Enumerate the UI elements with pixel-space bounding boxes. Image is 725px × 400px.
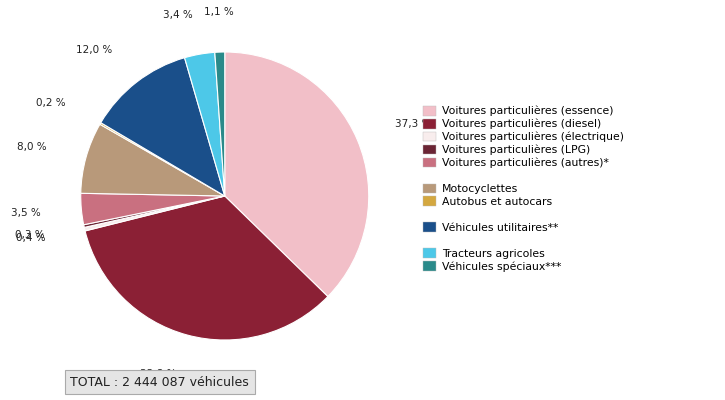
Wedge shape [225, 52, 369, 296]
Text: 3,5 %: 3,5 % [12, 208, 41, 218]
Wedge shape [85, 196, 328, 340]
Wedge shape [215, 52, 225, 196]
Wedge shape [80, 193, 225, 225]
Wedge shape [100, 123, 225, 196]
Wedge shape [84, 196, 225, 231]
Legend: Voitures particulières (essence), Voitures particulières (diesel), Voitures part: Voitures particulières (essence), Voitur… [423, 106, 624, 272]
Text: 0,2 %: 0,2 % [36, 98, 65, 108]
Text: 3,4 %: 3,4 % [162, 10, 193, 20]
Wedge shape [101, 58, 225, 196]
Text: TOTAL : 2 444 087 véhicules: TOTAL : 2 444 087 véhicules [70, 376, 249, 388]
Text: 0,3 %: 0,3 % [15, 230, 44, 240]
Text: 0,4 %: 0,4 % [16, 234, 46, 244]
Text: 12,0 %: 12,0 % [75, 45, 112, 55]
Text: 8,0 %: 8,0 % [17, 142, 47, 152]
Text: 1,1 %: 1,1 % [204, 7, 233, 17]
Text: 37,3 %: 37,3 % [394, 119, 431, 129]
Text: 33,8 %: 33,8 % [141, 369, 177, 379]
Wedge shape [80, 124, 225, 196]
Wedge shape [185, 52, 225, 196]
Wedge shape [83, 196, 225, 228]
